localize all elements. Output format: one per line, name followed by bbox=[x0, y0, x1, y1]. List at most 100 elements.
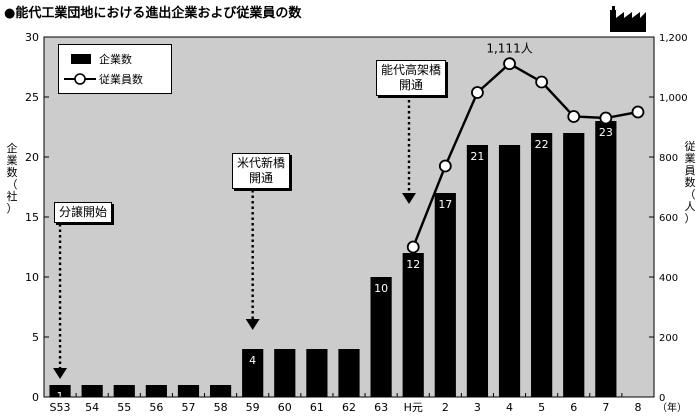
bar bbox=[466, 145, 489, 397]
svg-text:）: ） bbox=[7, 202, 18, 215]
legend-label-employees: 従業員数 bbox=[99, 73, 143, 86]
left-tick-label: 30 bbox=[25, 31, 39, 44]
bar bbox=[306, 349, 328, 397]
bar bbox=[49, 385, 71, 397]
svg-text:業: 業 bbox=[685, 152, 696, 165]
right-tick-label: 600 bbox=[659, 213, 678, 224]
peak-label: 1,111人 bbox=[486, 42, 532, 56]
bar-value-label: 4 bbox=[249, 354, 256, 367]
note-bunjo-text: 分譲開始 bbox=[59, 205, 108, 219]
x-tick-label: 3 bbox=[474, 401, 481, 414]
svg-text:員: 員 bbox=[685, 164, 696, 177]
bar bbox=[370, 277, 392, 397]
legend-line-swatch bbox=[64, 73, 96, 85]
employees-point bbox=[438, 159, 452, 173]
bar bbox=[242, 349, 264, 397]
bar-value-label: 17 bbox=[438, 198, 452, 211]
svg-text:）: ） bbox=[685, 212, 696, 225]
right-axis-title: 従業員数（人） bbox=[685, 140, 696, 225]
bar-value-label: 12 bbox=[406, 258, 420, 271]
x-tick-label: 61 bbox=[310, 401, 324, 414]
bar bbox=[595, 121, 617, 397]
svg-text:社: 社 bbox=[7, 189, 18, 203]
legend-label-companies: 企業数 bbox=[99, 53, 132, 66]
right-tick-label: 0 bbox=[659, 393, 665, 404]
bar bbox=[177, 385, 200, 397]
x-tick-label: S53 bbox=[50, 401, 71, 414]
bar bbox=[402, 253, 424, 397]
x-tick-label: 55 bbox=[117, 401, 131, 414]
bar-value-label: 22 bbox=[535, 138, 549, 151]
svg-text:業: 業 bbox=[7, 154, 18, 167]
employees-point bbox=[631, 105, 645, 119]
bar bbox=[434, 193, 456, 397]
legend-item-companies: 企業数 bbox=[59, 50, 169, 68]
employees-point bbox=[471, 86, 484, 99]
factory-icon bbox=[610, 6, 646, 32]
svg-text:（: （ bbox=[685, 188, 696, 201]
bar-value-label: 21 bbox=[470, 150, 484, 163]
left-tick-label: 15 bbox=[25, 211, 39, 224]
note-noshiro-line1: 能代高架橋 bbox=[381, 63, 442, 77]
x-tick-label: 56 bbox=[149, 401, 163, 414]
x-tick-label: 63 bbox=[374, 401, 388, 414]
bar-value-label: 10 bbox=[374, 282, 388, 295]
svg-text:従: 従 bbox=[685, 140, 696, 153]
x-tick-label: 4 bbox=[506, 401, 513, 414]
bar bbox=[563, 133, 585, 397]
left-tick-label: 5 bbox=[32, 331, 39, 344]
arrow-bunjo bbox=[53, 224, 68, 379]
note-bunjo: 分譲開始 bbox=[54, 202, 113, 223]
x-tick-label: 8 bbox=[634, 401, 641, 414]
x-tick-label: 2 bbox=[442, 401, 449, 414]
left-tick-label: 25 bbox=[25, 91, 39, 104]
bar bbox=[531, 133, 553, 397]
svg-text:企: 企 bbox=[7, 141, 18, 155]
note-yoneshiro: 米代新橋 開通 bbox=[232, 153, 291, 189]
bar bbox=[81, 385, 103, 397]
employees-point bbox=[503, 57, 516, 71]
x-tick-label: 7 bbox=[602, 401, 609, 414]
left-tick-label: 20 bbox=[25, 151, 39, 164]
legend-bar-swatch bbox=[71, 54, 91, 64]
x-tick-label: 62 bbox=[342, 401, 356, 414]
x-tick-label: 59 bbox=[246, 401, 260, 414]
note-yoneshiro-line1: 米代新橋 bbox=[237, 156, 286, 170]
x-tick-label: 54 bbox=[85, 401, 99, 414]
arrow-yoneshiro bbox=[245, 190, 260, 330]
employees-point bbox=[599, 111, 613, 125]
note-noshiro: 能代高架橋 開通 bbox=[376, 60, 447, 96]
bar bbox=[498, 145, 521, 397]
svg-text:数: 数 bbox=[7, 166, 18, 179]
note-yoneshiro-line2: 開通 bbox=[249, 171, 274, 185]
bar bbox=[209, 385, 232, 397]
plot-area bbox=[44, 37, 654, 397]
chart-title: ●能代工業団地における進出企業および従業員の数 bbox=[4, 6, 302, 21]
bar bbox=[113, 385, 135, 397]
right-tick-label: 1,200 bbox=[659, 33, 688, 44]
right-tick-label: 400 bbox=[659, 273, 678, 284]
arrow-noshiro bbox=[402, 100, 416, 204]
right-tick-label: 800 bbox=[659, 153, 678, 164]
svg-text:数: 数 bbox=[685, 176, 696, 189]
employees-point bbox=[406, 240, 420, 254]
legend-item-employees: 従業員数 bbox=[59, 70, 169, 88]
x-tick-label: 57 bbox=[181, 401, 195, 414]
svg-text:（: （ bbox=[7, 178, 18, 191]
right-tick-label: 1,000 bbox=[659, 93, 688, 104]
x-tick-label: 5 bbox=[538, 401, 545, 414]
x-tick-label: 60 bbox=[278, 401, 292, 414]
x-unit-label: （年） bbox=[657, 401, 687, 414]
svg-text:人: 人 bbox=[685, 200, 696, 213]
right-tick-label: 200 bbox=[659, 333, 678, 344]
bar-value-label: 23 bbox=[599, 126, 613, 139]
bar bbox=[274, 349, 296, 397]
employees-point bbox=[535, 75, 549, 89]
employees-point bbox=[567, 110, 581, 123]
x-tick-label: 6 bbox=[570, 401, 577, 414]
note-noshiro-line2: 開通 bbox=[399, 78, 424, 92]
bar bbox=[145, 385, 167, 397]
left-tick-label: 10 bbox=[25, 271, 39, 284]
x-tick-label: H元 bbox=[404, 401, 423, 414]
